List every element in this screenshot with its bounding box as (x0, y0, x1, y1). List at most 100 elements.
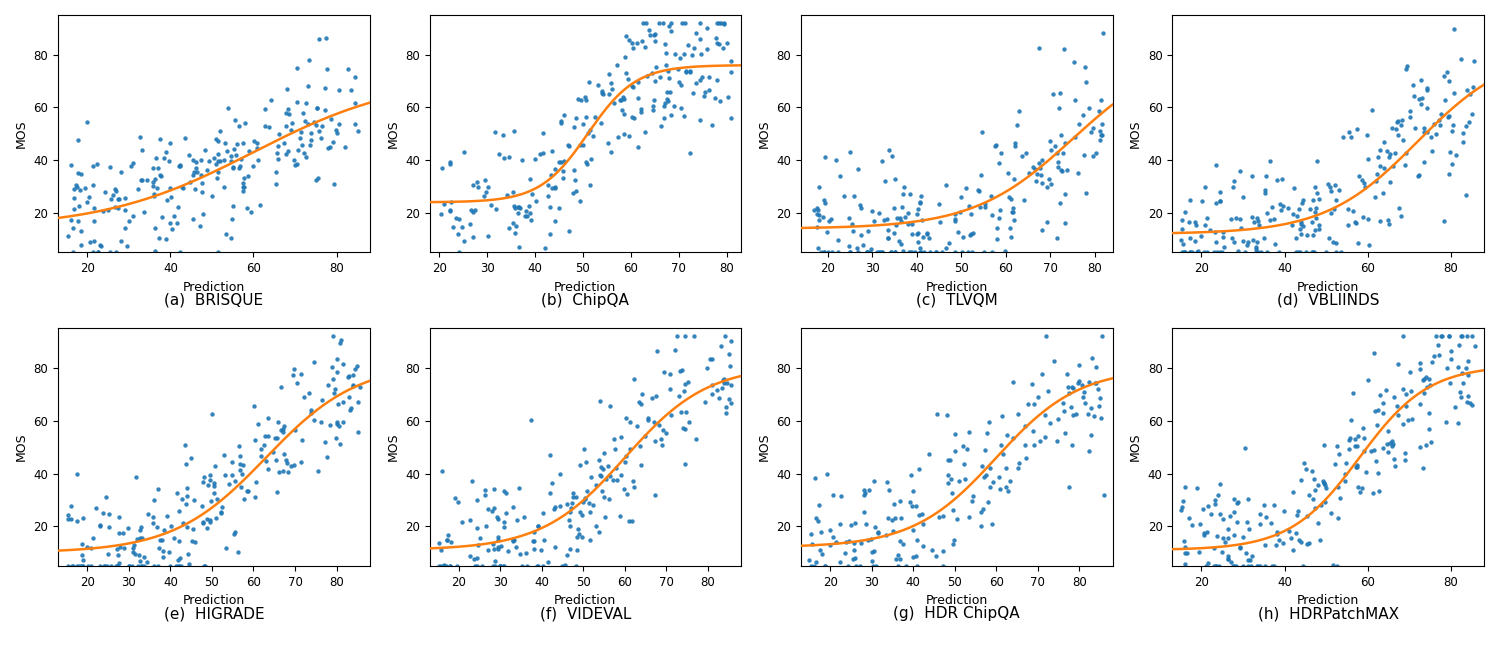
Point (297, 387, 321, 398)
Point (1345, 461, 1369, 472)
Point (171, 518, 195, 529)
Point (168, 247, 192, 258)
Point (316, 142, 340, 153)
Point (1177, 217, 1201, 227)
Point (585, 480, 609, 490)
Point (705, 75, 729, 86)
Point (1318, 233, 1342, 244)
Point (75, 197, 99, 207)
Point (1172, 535, 1196, 546)
Point (715, 38, 739, 49)
Point (1312, 440, 1336, 450)
Point (1174, 548, 1198, 559)
Point (645, 346, 669, 357)
Point (502, 125, 526, 136)
Point (1361, 488, 1385, 498)
Point (271, 466, 295, 476)
Point (1312, 478, 1336, 488)
Point (862, 545, 886, 556)
Point (1414, 371, 1438, 382)
Point (579, 180, 603, 191)
Point (1363, 405, 1387, 416)
Point (294, 152, 318, 163)
Point (1000, 377, 1024, 388)
Point (806, 516, 830, 527)
Point (658, 86, 682, 97)
Point (1343, 441, 1367, 452)
Point (106, 528, 130, 539)
Point (588, 455, 612, 466)
Point (1222, 561, 1246, 571)
Point (1369, 145, 1393, 155)
Point (1231, 531, 1255, 542)
Point (589, 470, 613, 481)
Point (237, 486, 261, 496)
Point (694, 44, 718, 55)
Point (1211, 231, 1235, 242)
Point (322, 388, 346, 399)
Point (1271, 201, 1295, 211)
Point (1222, 493, 1246, 504)
Point (148, 535, 172, 545)
Point (198, 517, 222, 528)
Point (514, 561, 538, 571)
Point (297, 55, 321, 66)
Point (1226, 496, 1250, 507)
Point (141, 177, 165, 187)
Point (1301, 247, 1325, 258)
Point (273, 121, 297, 132)
Point (342, 370, 366, 381)
Point (243, 435, 267, 446)
Text: (c)  TLVQM: (c) TLVQM (916, 292, 998, 308)
Point (911, 231, 935, 242)
Point (1246, 561, 1270, 571)
Point (501, 536, 525, 547)
Point (606, 60, 630, 70)
Point (1208, 509, 1232, 520)
Point (346, 427, 370, 438)
Point (718, 113, 742, 124)
Point (1448, 386, 1472, 397)
Point (1387, 116, 1411, 126)
Point (607, 132, 631, 142)
Point (438, 159, 462, 169)
Point (1039, 179, 1063, 189)
Point (285, 377, 309, 388)
Point (78, 543, 102, 553)
Point (1171, 502, 1195, 512)
Point (1034, 181, 1058, 192)
Point (346, 126, 370, 136)
Point (571, 139, 595, 150)
Point (811, 211, 835, 222)
Point (1205, 531, 1229, 541)
Point (174, 483, 198, 494)
Point (613, 484, 637, 494)
Point (103, 202, 127, 213)
Point (941, 538, 965, 549)
Point (1088, 392, 1112, 403)
Point (324, 433, 348, 444)
Point (875, 477, 899, 488)
Point (1411, 462, 1435, 473)
Point (189, 169, 213, 180)
Point (501, 187, 525, 197)
Point (1408, 357, 1432, 368)
Point (958, 229, 982, 240)
Point (842, 553, 866, 563)
Point (85, 247, 109, 258)
Point (860, 561, 884, 571)
Point (573, 492, 597, 503)
Point (57, 510, 81, 520)
Point (142, 223, 166, 233)
Point (289, 127, 313, 138)
Point (1375, 146, 1399, 157)
Point (145, 561, 169, 571)
Point (1322, 203, 1346, 214)
Point (1355, 129, 1379, 140)
Point (492, 516, 516, 527)
Point (1352, 177, 1376, 188)
Point (1333, 475, 1357, 486)
Point (112, 204, 136, 215)
Point (1385, 401, 1409, 411)
Point (673, 458, 697, 469)
